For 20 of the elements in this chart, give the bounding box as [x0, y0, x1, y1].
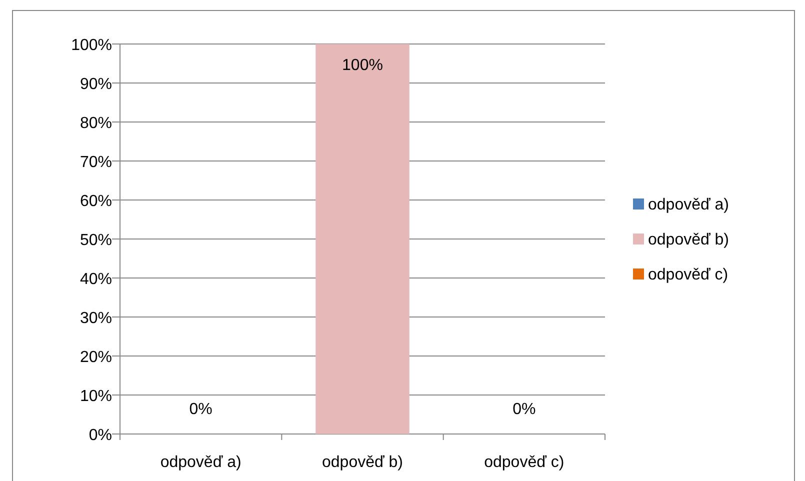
legend-label: odpověď a) [648, 196, 729, 214]
x-tick-label: odpověď a) [160, 454, 242, 471]
y-tick-label: 100% [71, 37, 112, 54]
y-tick-label: 40% [80, 271, 112, 288]
y-tick-label: 60% [80, 193, 112, 210]
y-tick-label: 80% [80, 115, 112, 132]
legend-label: odpověď b) [648, 232, 729, 248]
x-tick-label: odpověď b) [322, 454, 403, 471]
data-label: 0% [189, 401, 212, 418]
y-tick-label: 50% [80, 232, 112, 249]
y-tick-label: 20% [80, 349, 112, 366]
legend-label: odpověď c) [648, 266, 728, 284]
data-label: 100% [342, 57, 383, 74]
y-tick-label: 10% [80, 388, 112, 405]
data-label: 0% [512, 401, 536, 418]
y-tick-label: 0% [88, 427, 112, 444]
y-tick-label: 30% [80, 310, 112, 327]
x-tick-label: odpověď c) [484, 454, 564, 471]
y-tick-label: 70% [80, 154, 112, 171]
y-tick-label: 90% [80, 76, 112, 93]
